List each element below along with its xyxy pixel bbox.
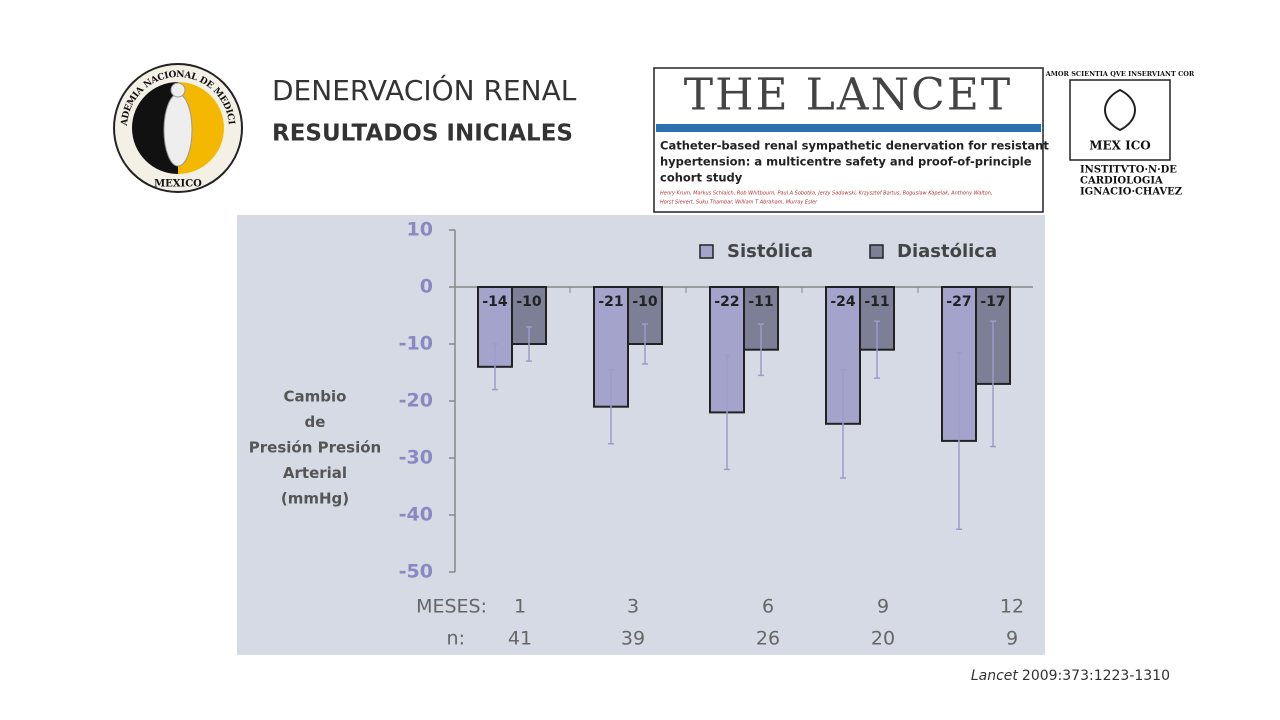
data-label: -27 xyxy=(946,294,971,310)
y-tick-label: -40 xyxy=(399,504,433,526)
y-tick-label: -50 xyxy=(399,561,433,583)
x-tick-label: 6 xyxy=(762,596,774,618)
logo-text: MEXICO xyxy=(154,179,202,190)
academia-logo: ACADEMIA NACIONAL DE MEDICINA MEXICO xyxy=(0,0,243,193)
masthead: THE LANCET xyxy=(684,70,1012,121)
instituto-logo: AMOR SCIENTIA QVE INSERVIANT COR MEX ICO… xyxy=(1045,70,1195,198)
x-tick-label: 1 xyxy=(514,596,526,618)
data-label: -11 xyxy=(748,294,773,310)
citation: Lancet 2009:373:1223-1310 xyxy=(971,668,1170,684)
logo-text: CARDIOLOGIA xyxy=(1080,176,1163,187)
slide-subtitle: RESULTADOS INICIALES xyxy=(272,121,573,147)
data-label: -10 xyxy=(516,294,542,310)
y-axis-label: (mmHg) xyxy=(281,490,349,508)
y-tick-label: 0 xyxy=(420,276,433,298)
logo-text: AMOR SCIENTIA QVE INSERVIANT COR xyxy=(1045,70,1195,78)
logo-text: IGNACIO·CHAVEZ xyxy=(1080,187,1182,198)
citation-journal: Lancet xyxy=(971,668,1019,684)
chart: 10 0 -10 -20 -30 -40 -50 Cambio de Presión Presió… xyxy=(249,219,1033,650)
headline: Catheter-based renal sympathetic denerva… xyxy=(660,139,1049,153)
chart-panel xyxy=(237,215,1045,655)
x-tick-label: 3 xyxy=(627,596,639,618)
n-label: 20 xyxy=(871,628,895,650)
legend-label: Diastólica xyxy=(897,241,997,262)
y-axis-label: Cambio xyxy=(284,388,347,406)
y-axis-label: Presión Presión xyxy=(249,439,381,457)
n-label: 26 xyxy=(756,628,780,650)
y-tick-label: 10 xyxy=(407,219,433,241)
citation-ref: 2009:373:1223-1310 xyxy=(1022,668,1170,684)
headline: hypertension: a multicentre safety and p… xyxy=(660,155,1032,169)
category-row-label: MESES: xyxy=(416,596,487,618)
logo-text: MEX ICO xyxy=(1089,139,1151,153)
x-tick-label: 12 xyxy=(1000,596,1024,618)
authors: Horst Sievert, Suku Thambar, William T A… xyxy=(660,200,818,206)
slide-title: DENERVACIÓN RENAL xyxy=(272,73,577,107)
n-label: 9 xyxy=(1006,628,1018,650)
legend-swatch xyxy=(699,244,714,259)
y-axis-label: de xyxy=(305,413,326,431)
data-label: -22 xyxy=(714,294,739,310)
y-tick-label: -10 xyxy=(399,333,433,355)
data-label: -21 xyxy=(598,294,623,310)
n-label: 41 xyxy=(508,628,532,650)
data-label: -17 xyxy=(980,294,1005,310)
y-tick-label: -30 xyxy=(399,447,433,469)
n-label: 39 xyxy=(621,628,645,650)
data-label: -11 xyxy=(864,294,889,310)
x-tick-label: 9 xyxy=(877,596,889,618)
data-label: -10 xyxy=(632,294,658,310)
n-row-label: n: xyxy=(447,628,465,650)
headline: cohort study xyxy=(660,171,743,185)
data-label: -24 xyxy=(830,294,856,310)
lancet-cover: THE LANCET Catheter-based renal sympathe… xyxy=(653,67,1049,213)
legend-swatch xyxy=(869,244,884,259)
y-axis-label: Arterial xyxy=(283,464,347,482)
y-tick-label: -20 xyxy=(399,390,433,412)
authors: Henry Krum, Markus Schlaich, Rob Whitbou… xyxy=(660,191,993,197)
data-label: -14 xyxy=(482,294,508,310)
logo-text: INSTITVTO·N·DE xyxy=(1080,165,1177,176)
legend-label: Sistólica xyxy=(727,241,813,262)
